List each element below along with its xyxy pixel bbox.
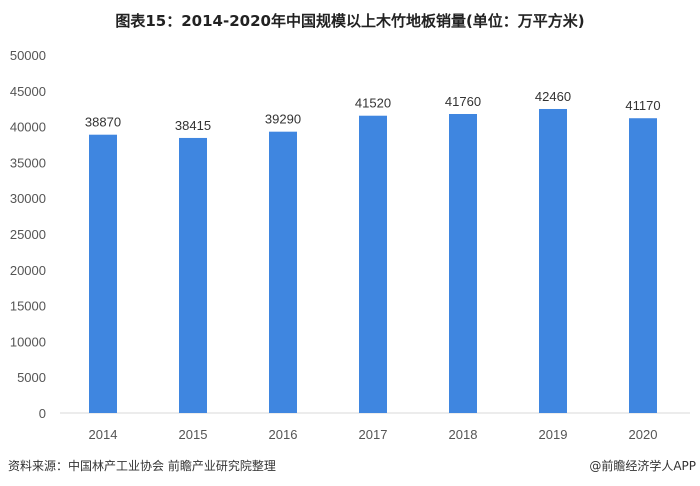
x-tick-label: 2019	[539, 427, 568, 442]
y-tick-label: 5000	[17, 370, 46, 385]
chart-title: 图表15：2014-2020年中国规模以上木竹地板销量(单位：万平方米)	[115, 12, 585, 30]
bar	[269, 131, 297, 413]
bar	[539, 108, 567, 414]
x-tick-label: 2016	[269, 427, 298, 442]
x-tick-label: 2020	[629, 427, 658, 442]
data-label: 42460	[535, 89, 571, 104]
y-tick-label: 25000	[10, 227, 46, 242]
y-tick-label: 50000	[10, 48, 46, 63]
data-label: 41520	[355, 96, 391, 111]
data-label: 38870	[85, 115, 121, 130]
bar	[179, 137, 207, 413]
bar	[629, 118, 657, 413]
y-tick-label: 10000	[10, 334, 46, 349]
data-label: 38415	[175, 118, 211, 133]
bar	[449, 113, 477, 413]
y-tick-label: 20000	[10, 263, 46, 278]
y-tick-label: 40000	[10, 120, 46, 135]
data-label: 41170	[625, 98, 660, 113]
y-tick-label: 15000	[10, 299, 46, 314]
source-note: 资料来源：中国林产工业协会 前瞻产业研究院整理	[8, 459, 276, 473]
y-tick-label: 35000	[10, 155, 46, 170]
data-label: 41760	[445, 94, 481, 109]
data-label: 39290	[265, 112, 301, 127]
x-tick-label: 2017	[359, 427, 388, 442]
credit-note: @前瞻经济学人APP	[589, 459, 696, 473]
y-tick-label: 45000	[10, 84, 46, 99]
y-tick-label: 30000	[10, 191, 46, 206]
x-tick-label: 2014	[89, 427, 118, 442]
y-tick-label: 0	[39, 406, 46, 421]
x-tick-label: 2018	[449, 427, 478, 442]
bar	[359, 115, 387, 413]
bar	[89, 134, 117, 413]
x-tick-label: 2015	[179, 427, 208, 442]
